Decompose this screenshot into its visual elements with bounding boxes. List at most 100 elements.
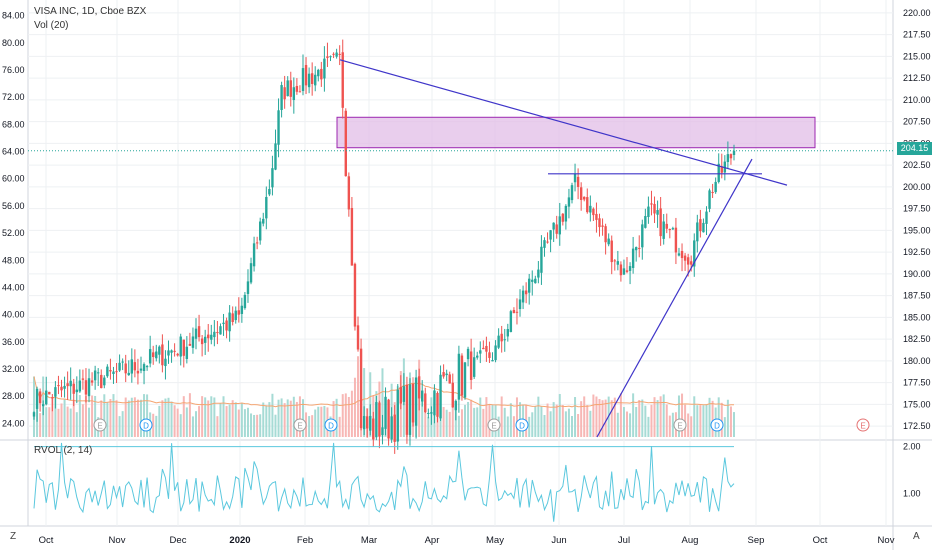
candle-body[interactable] — [268, 188, 271, 195]
candle-body[interactable] — [231, 313, 234, 322]
candle-body[interactable] — [289, 80, 292, 97]
candle-body[interactable] — [628, 266, 632, 271]
volume-bar[interactable] — [711, 400, 714, 437]
volume-bar[interactable] — [347, 396, 350, 437]
volume-bar[interactable] — [363, 368, 366, 437]
volume-bar[interactable] — [216, 416, 219, 437]
volume-bar[interactable] — [696, 405, 699, 437]
candle-body[interactable] — [488, 352, 491, 358]
volume-bar[interactable] — [473, 407, 476, 437]
candle-body[interactable] — [121, 361, 124, 363]
volume-bar[interactable] — [635, 406, 638, 437]
volume-bar[interactable] — [124, 397, 127, 437]
candle-body[interactable] — [656, 210, 659, 215]
candle-body[interactable] — [66, 383, 69, 387]
candle-body[interactable] — [103, 377, 106, 386]
volume-bar[interactable] — [256, 414, 259, 437]
volume-bar[interactable] — [460, 409, 463, 437]
candle-body[interactable] — [503, 339, 506, 341]
volume-bar[interactable] — [546, 403, 549, 437]
candle-body[interactable] — [115, 371, 118, 373]
candle-body[interactable] — [610, 240, 613, 263]
candle-body[interactable] — [109, 370, 112, 372]
volume-bar[interactable] — [72, 400, 75, 437]
candle-body[interactable] — [304, 65, 308, 86]
volume-bar[interactable] — [534, 406, 537, 437]
candle-body[interactable] — [197, 326, 201, 338]
candle-body[interactable] — [176, 353, 179, 356]
candle-body[interactable] — [118, 362, 121, 371]
volume-bar[interactable] — [109, 399, 112, 437]
volume-bar[interactable] — [561, 405, 564, 437]
candle-body[interactable] — [607, 238, 610, 245]
candle-body[interactable] — [320, 68, 323, 80]
volume-bar[interactable] — [127, 400, 130, 437]
candle-body[interactable] — [662, 221, 665, 239]
candle-body[interactable] — [726, 154, 730, 163]
candle-body[interactable] — [457, 353, 461, 400]
volume-bar[interactable] — [641, 399, 644, 437]
volume-bar[interactable] — [720, 402, 723, 437]
volume-bar[interactable] — [106, 402, 109, 437]
event-marker-e[interactable]: E — [293, 418, 307, 432]
volume-bar[interactable] — [231, 400, 234, 437]
candle-body[interactable] — [414, 377, 418, 426]
volume-bar[interactable] — [622, 407, 625, 437]
candle-body[interactable] — [265, 196, 268, 219]
volume-bar[interactable] — [146, 394, 149, 437]
candle-body[interactable] — [558, 216, 561, 235]
volume-bar[interactable] — [690, 416, 693, 437]
trendline-layer[interactable] — [28, 59, 893, 438]
candle-body[interactable] — [69, 380, 72, 387]
candle-body[interactable] — [472, 357, 476, 377]
event-marker-e[interactable]: E — [673, 418, 687, 432]
candle-body[interactable] — [155, 351, 158, 359]
volume-bar[interactable] — [512, 416, 515, 437]
candle-body[interactable] — [353, 263, 357, 327]
candle-body[interactable] — [277, 110, 280, 145]
candle-body[interactable] — [442, 372, 445, 377]
candle-body[interactable] — [650, 203, 653, 205]
candle-body[interactable] — [365, 416, 369, 429]
volume-bar[interactable] — [253, 414, 256, 437]
candle-body[interactable] — [310, 73, 314, 85]
candle-body[interactable] — [124, 363, 127, 374]
candle-body[interactable] — [393, 414, 396, 442]
volume-bar[interactable] — [616, 412, 619, 437]
candle-body[interactable] — [534, 278, 537, 284]
candle-body[interactable] — [674, 227, 678, 253]
candle-body[interactable] — [549, 230, 552, 240]
candle-body[interactable] — [430, 412, 433, 414]
candle-body[interactable] — [317, 69, 320, 77]
candle-body[interactable] — [396, 389, 399, 442]
volume-bar[interactable] — [173, 405, 176, 437]
event-circle[interactable] — [515, 418, 529, 432]
candle-body[interactable] — [524, 290, 528, 295]
volume-bar[interactable] — [311, 415, 314, 437]
volume-bar[interactable] — [436, 416, 439, 437]
candle-body[interactable] — [686, 257, 690, 265]
candle-body[interactable] — [329, 56, 332, 58]
volume-bar[interactable] — [54, 393, 57, 437]
candle-body[interactable] — [359, 348, 363, 429]
candle-body[interactable] — [249, 263, 253, 283]
volume-bar[interactable] — [613, 397, 616, 437]
candle-body[interactable] — [543, 240, 546, 248]
volume-bar[interactable] — [112, 394, 115, 437]
candle-body[interactable] — [711, 192, 714, 194]
candle-body[interactable] — [84, 380, 88, 395]
candle-body[interactable] — [145, 366, 149, 368]
volume-bar[interactable] — [723, 417, 726, 437]
volume-bar[interactable] — [604, 399, 607, 437]
event-circle[interactable] — [93, 418, 107, 432]
candle-body[interactable] — [625, 270, 629, 272]
volume-bar[interactable] — [531, 412, 534, 437]
volume-bar[interactable] — [161, 400, 164, 437]
candle-body[interactable] — [677, 253, 681, 256]
volume-bar[interactable] — [629, 413, 632, 437]
volume-bar[interactable] — [583, 396, 586, 437]
candle-body[interactable] — [619, 264, 623, 276]
candle-body[interactable] — [427, 412, 430, 414]
candle-body[interactable] — [531, 279, 534, 282]
volume-bar[interactable] — [176, 408, 179, 437]
